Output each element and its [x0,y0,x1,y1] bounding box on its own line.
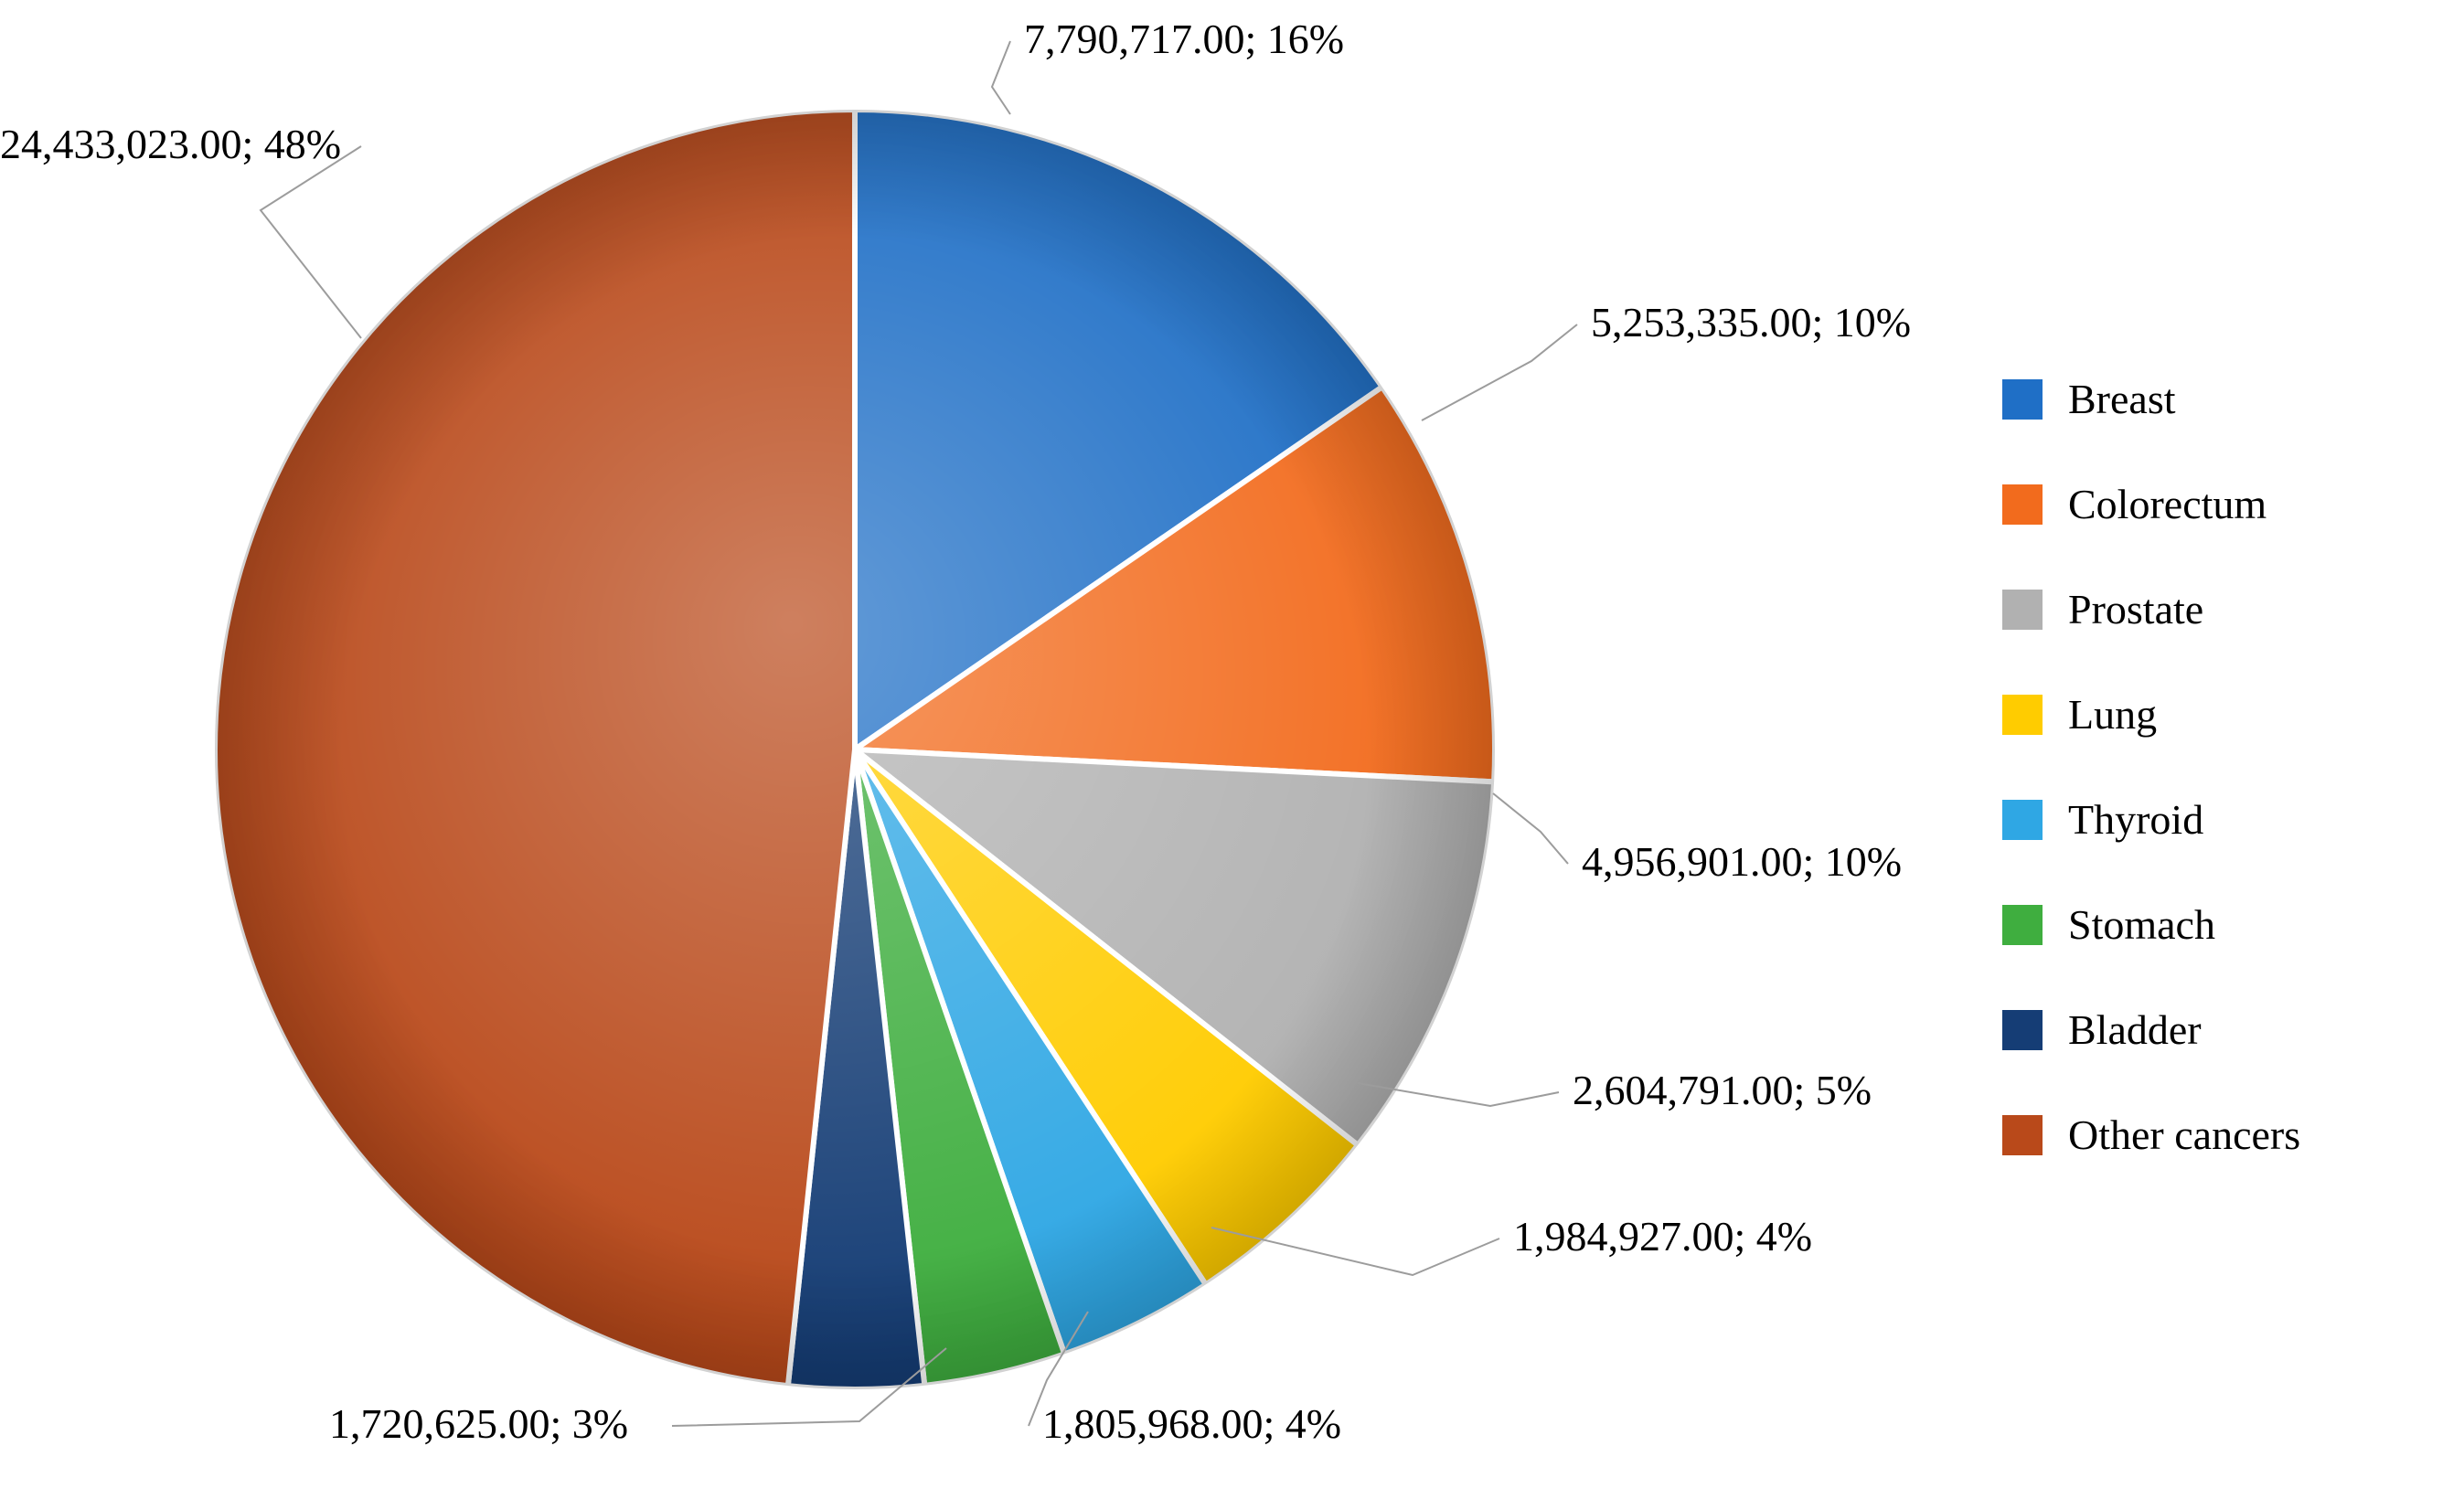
legend-swatch [2002,484,2043,525]
legend-swatch [2002,695,2043,735]
legend-label: Colorectum [2068,480,2267,528]
pie-slice-other-cancers [215,110,855,1386]
slice-label-thyroid: 1,984,927.00; 4% [1513,1216,1812,1258]
legend-item-stomach: Stomach [2002,900,2300,949]
legend-label: Prostate [2068,585,2203,633]
legend-swatch [2002,1010,2043,1050]
legend-item-bladder: Bladder [2002,1005,2300,1054]
slice-label-lung: 2,604,791.00; 5% [1573,1069,1872,1111]
slice-label-stomach: 1,805,968.00; 4% [1042,1403,1341,1445]
slice-label-breast: 7,790,717.00; 16% [1024,18,1344,60]
legend-swatch [2002,590,2043,630]
legend-item-breast: Breast [2002,375,2300,423]
legend-swatch [2002,1115,2043,1155]
legend-label: Breast [2068,375,2176,423]
legend-item-prostate: Prostate [2002,585,2300,633]
legend-label: Lung [2068,690,2157,739]
legend-label: Thyroid [2068,795,2203,844]
legend-swatch [2002,905,2043,945]
slice-label-prostate: 4,956,901.00; 10% [1582,841,1902,883]
legend-label: Other cancers [2068,1111,2300,1159]
legend-item-colorectum: Colorectum [2002,480,2300,528]
legend-item-thyroid: Thyroid [2002,795,2300,844]
slice-label-colorectum: 5,253,335.00; 10% [1591,302,1911,344]
pie-chart-stage: 7,790,717.00; 16% 5,253,335.00; 10% 4,95… [0,0,2464,1499]
legend-label: Stomach [2068,900,2215,949]
legend-swatch [2002,379,2043,420]
legend-swatch [2002,800,2043,840]
slice-label-other-cancers: 24,433,023.00; 48% [0,123,341,165]
legend-item-other-cancers: Other cancers [2002,1111,2300,1159]
legend-label: Bladder [2068,1005,2202,1054]
legend-item-lung: Lung [2002,690,2300,739]
pie-chart [197,91,1513,1408]
legend: Breast Colorectum Prostate Lung Thyroid … [2002,375,2300,1216]
slice-label-bladder: 1,720,625.00; 3% [329,1403,628,1445]
